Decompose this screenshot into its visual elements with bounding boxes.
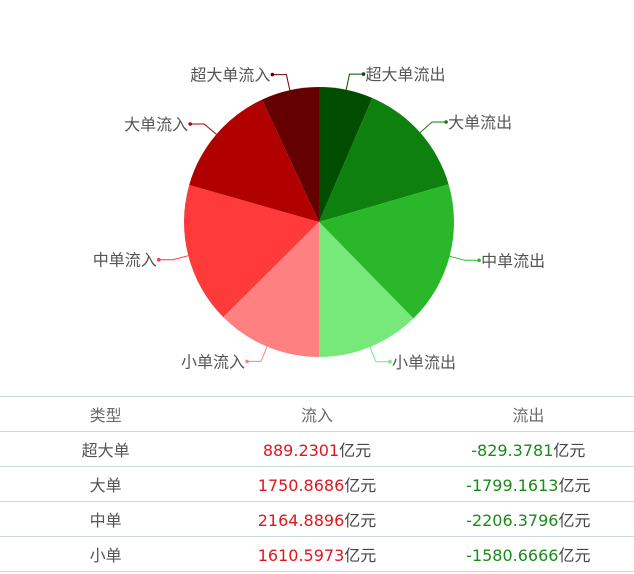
outflow-value: -1799.1613 [466,476,559,495]
label-leader-line [158,255,189,261]
row-inflow: 2164.8896亿元 [211,501,423,537]
unit-label: 亿元 [558,546,591,565]
row-type: 中单 [0,501,212,537]
fund-flow-table: 类型 流入 流出 超大单 889.2301亿元 -829.3781亿元 大单 1… [0,396,634,572]
row-type: 大单 [0,466,212,502]
pie-slice[interactable] [319,97,449,222]
unit-label: 亿元 [339,441,372,460]
row-type: 小单 [0,536,212,572]
row-outflow: -1580.6666亿元 [422,536,634,572]
header-outflow: 流出 [422,396,634,432]
table-row: 大单 1750.8686亿元 -1799.1613亿元 [0,466,634,502]
row-type: 超大单 [0,431,212,467]
pie-slices [183,86,455,358]
label-leader-dot [270,72,275,77]
row-outflow: -2206.3796亿元 [422,501,634,537]
label-leader-line [247,346,268,362]
row-outflow: -1799.1613亿元 [422,466,634,502]
slice-label: 大单流出 [448,113,512,132]
pie-slice[interactable] [183,184,319,318]
unit-label: 亿元 [558,476,591,495]
outflow-value: -1580.6666 [466,546,559,565]
outflow-value: -2206.3796 [466,511,559,530]
table-row: 小单 1610.5973亿元 -1580.6666亿元 [0,536,634,572]
table-row: 超大单 889.2301亿元 -829.3781亿元 [0,431,634,467]
label-leader-dot [388,360,392,364]
slice-label: 超大单流出 [366,65,446,84]
inflow-value: 889.2301 [262,441,340,460]
pie-slice[interactable] [319,184,455,319]
inflow-value: 2164.8896 [257,511,345,530]
slice-label: 中单流入 [93,251,157,270]
header-type: 类型 [0,396,212,432]
label-leader-dot [188,122,192,126]
label-leader-line [419,121,447,133]
slice-label: 小单流入 [181,352,245,371]
header-inflow: 流入 [211,396,423,432]
row-outflow: -829.3781亿元 [422,431,634,467]
pie-slice[interactable] [223,222,319,357]
pie-slice[interactable] [189,99,319,222]
inflow-value: 1610.5973 [257,546,345,565]
unit-label: 亿元 [344,511,377,530]
label-leader-dot [444,120,448,124]
table-row: 中单 2164.8896亿元 -2206.3796亿元 [0,501,634,537]
outflow-value: -829.3781 [471,441,554,460]
row-inflow: 1610.5973亿元 [211,536,423,572]
table-header-row: 类型 流入 流出 [0,396,634,432]
unit-label: 亿元 [553,441,586,460]
label-leader-line [449,255,480,261]
unit-label: 亿元 [558,511,591,530]
slice-label: 小单流出 [392,353,456,372]
pie-slice[interactable] [319,222,414,358]
inflow-value: 1750.8686 [257,476,345,495]
slice-label: 中单流出 [481,251,545,270]
label-leader-line [272,74,291,91]
row-inflow: 1750.8686亿元 [211,466,423,502]
slice-label: 大单流入 [124,115,188,134]
label-leader-line [345,73,364,90]
pie-slice[interactable] [262,87,319,222]
unit-label: 亿元 [344,476,377,495]
label-leader-line [369,346,390,363]
pie-slice[interactable] [319,86,373,222]
label-leader-dot [361,72,366,76]
label-leader-dot [157,257,161,262]
slice-label: 超大单流入 [190,66,270,85]
unit-label: 亿元 [344,546,377,565]
row-inflow: 889.2301亿元 [211,431,423,467]
label-leader-dot [245,359,249,364]
label-leader-dot [477,258,481,263]
label-leader-line [190,123,217,135]
